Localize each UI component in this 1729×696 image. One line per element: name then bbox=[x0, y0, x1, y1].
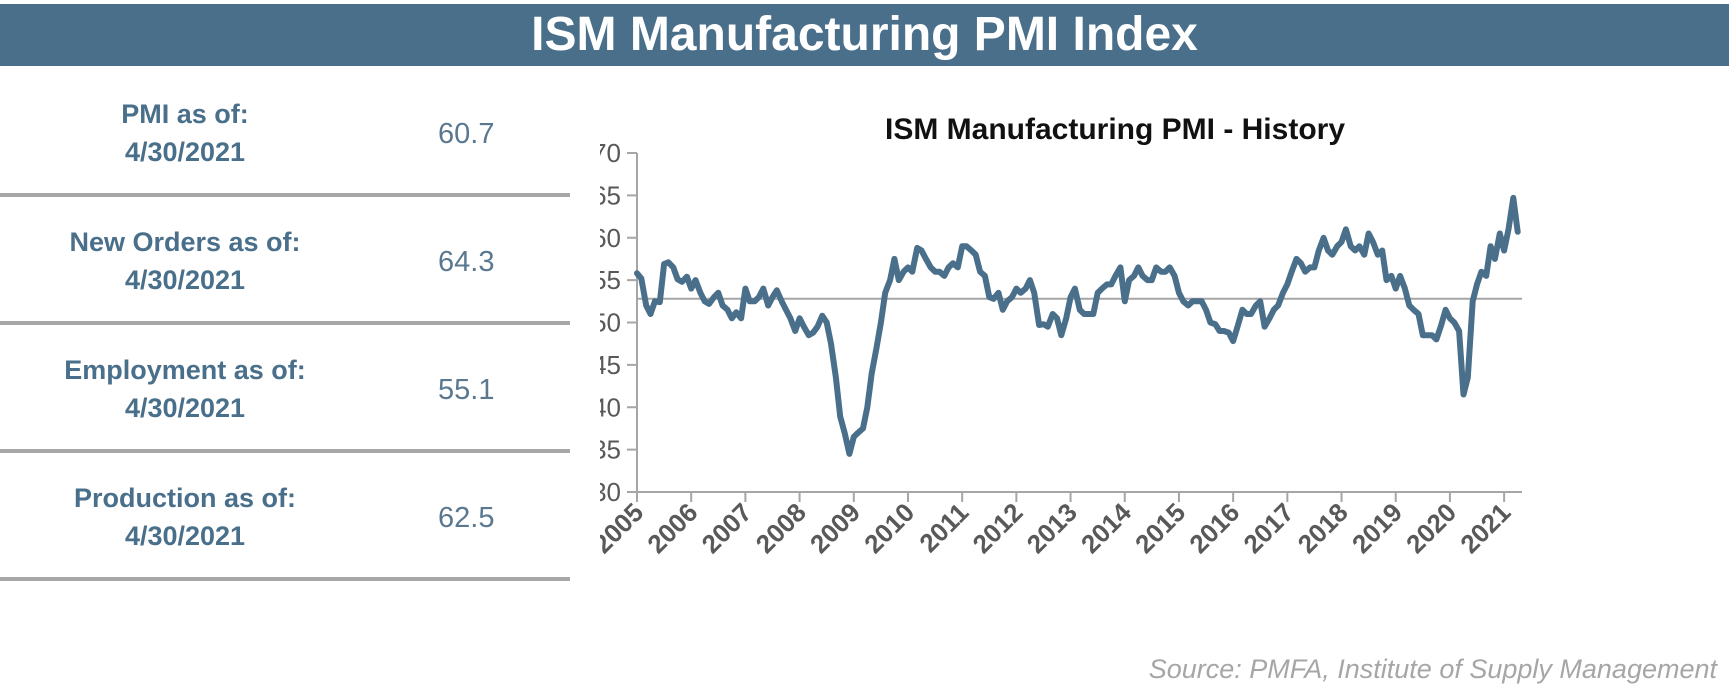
x-tick-label: 2009 bbox=[804, 497, 866, 559]
stat-value: 62.5 bbox=[438, 502, 495, 534]
y-tick-label: 60 bbox=[600, 223, 621, 253]
y-tick-label: 50 bbox=[600, 308, 621, 338]
x-tick-label: 2006 bbox=[641, 497, 703, 559]
stat-label: New Orders as of: 4/30/2021 bbox=[0, 223, 370, 299]
stat-label-line1: PMI as of: bbox=[121, 99, 249, 129]
stat-divider bbox=[0, 449, 570, 453]
stat-divider bbox=[0, 193, 570, 197]
stat-label: Production as of: 4/30/2021 bbox=[0, 479, 370, 555]
x-tick-label: 2017 bbox=[1237, 497, 1299, 559]
y-tick-label: 55 bbox=[600, 265, 621, 295]
x-tick-label: 2012 bbox=[966, 497, 1028, 559]
stat-label-line1: Employment as of: bbox=[64, 355, 306, 385]
y-tick-label: 65 bbox=[600, 180, 621, 210]
x-tick-label: 2013 bbox=[1021, 497, 1083, 559]
stat-divider bbox=[0, 321, 570, 325]
stat-value: 60.7 bbox=[438, 118, 495, 150]
x-tick-label: 2014 bbox=[1075, 497, 1137, 559]
stat-label-line2: 4/30/2021 bbox=[124, 265, 246, 295]
stat-value: 64.3 bbox=[438, 246, 495, 278]
y-tick-label: 30 bbox=[600, 477, 621, 507]
y-tick-label: 70 bbox=[600, 138, 621, 168]
x-tick-label: 2010 bbox=[858, 497, 920, 559]
x-tick-label: 2019 bbox=[1346, 497, 1408, 559]
x-tick-label: 2016 bbox=[1183, 497, 1245, 559]
x-tick-label: 2007 bbox=[696, 497, 758, 559]
y-tick-label: 35 bbox=[600, 435, 621, 465]
stat-label: Employment as of: 4/30/2021 bbox=[0, 351, 370, 427]
source-note: Source: PMFA, Institute of Supply Manage… bbox=[1148, 654, 1717, 684]
chart-series bbox=[634, 194, 1521, 457]
stat-label-line2: 4/30/2021 bbox=[124, 521, 246, 551]
series-line-pmi bbox=[634, 194, 1521, 457]
stat-label-line1: New Orders as of: bbox=[69, 227, 301, 257]
x-tick-label: 2008 bbox=[750, 497, 812, 559]
stat-value: 55.1 bbox=[438, 374, 495, 406]
x-tick-label: 2018 bbox=[1292, 497, 1354, 559]
stat-divider bbox=[0, 577, 570, 581]
stat-label: PMI as of: 4/30/2021 bbox=[0, 95, 370, 171]
x-tick-label: 2020 bbox=[1400, 497, 1462, 559]
x-tick-label: 2011 bbox=[913, 497, 974, 558]
chart-axes: 3035404550556065702005200620072008200920… bbox=[600, 138, 1522, 559]
page-title: ISM Manufacturing PMI Index bbox=[0, 4, 1729, 66]
stat-label-line2: 4/30/2021 bbox=[124, 137, 246, 167]
y-tick-label: 45 bbox=[600, 350, 621, 380]
stat-label-line1: Production as of: bbox=[74, 483, 296, 513]
pmi-history-chart: ISM Manufacturing PMI - History 30 35 40 45… bbox=[600, 113, 1522, 559]
x-tick-label: 2015 bbox=[1129, 497, 1191, 559]
y-tick-label: 40 bbox=[600, 392, 621, 422]
stat-label-line2: 4/30/2021 bbox=[124, 393, 246, 423]
chart-title: ISM Manufacturing PMI - History bbox=[885, 113, 1345, 146]
x-tick-label: 2021 bbox=[1454, 497, 1516, 559]
